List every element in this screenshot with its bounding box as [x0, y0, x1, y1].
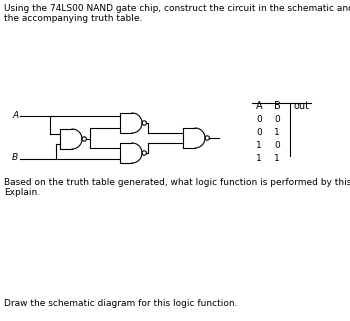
Text: Draw the schematic diagram for this logic function.: Draw the schematic diagram for this logi… — [4, 299, 238, 308]
Text: 0: 0 — [256, 128, 262, 137]
Text: 0: 0 — [256, 115, 262, 124]
Text: 0: 0 — [274, 115, 280, 124]
Text: Using the 74LS00 NAND gate chip, construct the circuit in the schematic and comp: Using the 74LS00 NAND gate chip, constru… — [4, 4, 350, 13]
Text: A: A — [256, 101, 262, 111]
Text: Based on the truth table generated, what logic function is performed by this cir: Based on the truth table generated, what… — [4, 178, 350, 187]
Text: B: B — [12, 153, 18, 162]
Text: 1: 1 — [256, 141, 262, 150]
Text: 1: 1 — [256, 154, 262, 163]
Text: A: A — [12, 110, 18, 119]
Text: B: B — [274, 101, 280, 111]
Text: 0: 0 — [274, 141, 280, 150]
Text: the accompanying truth table.: the accompanying truth table. — [4, 14, 142, 23]
Text: out: out — [293, 101, 309, 111]
Text: 1: 1 — [274, 128, 280, 137]
Text: Explain.: Explain. — [4, 188, 40, 197]
Text: 1: 1 — [274, 154, 280, 163]
